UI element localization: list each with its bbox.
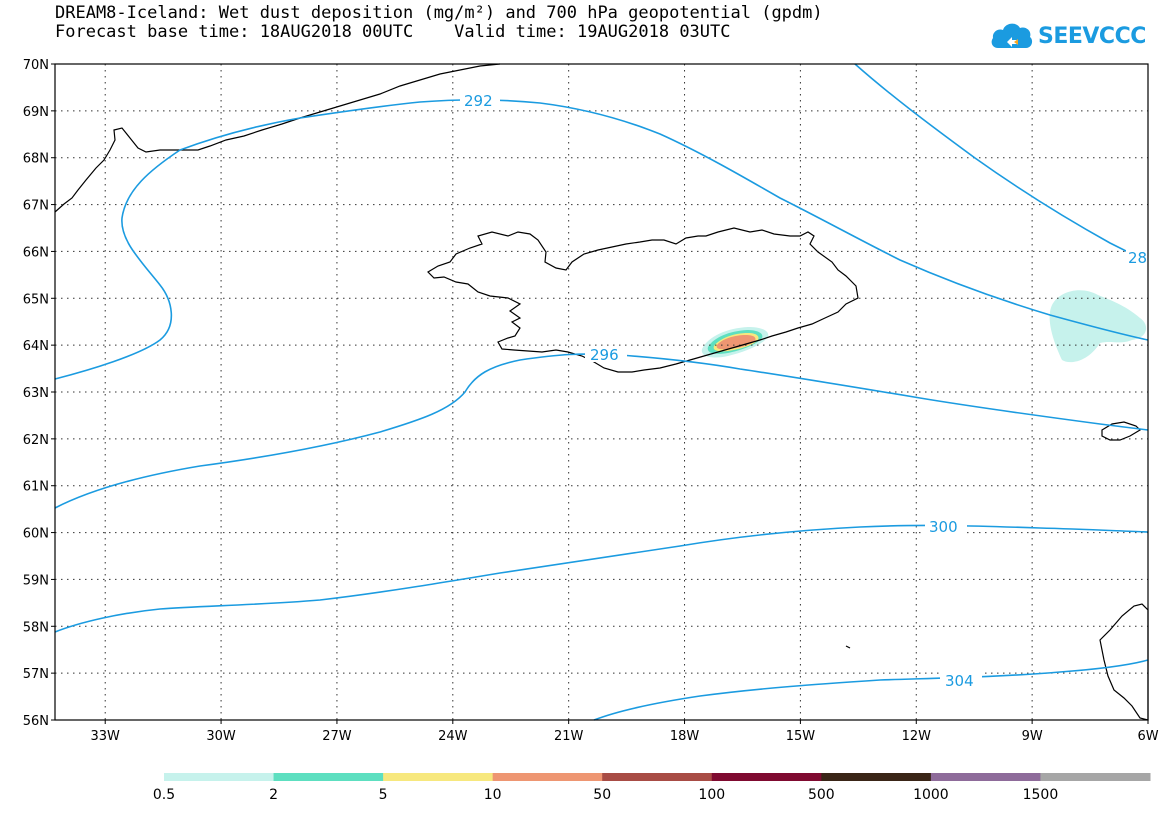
cloud-icon: [991, 23, 1033, 48]
contour-label-292: 292: [464, 92, 493, 110]
colorbar-label: 0.5: [153, 787, 175, 803]
coastline-faroe: [1101, 421, 1141, 441]
colorbar-label: 100: [698, 787, 725, 803]
latitude-label: 57N: [23, 667, 49, 682]
latitude-label: 58N: [23, 620, 49, 635]
contour-label-bg: [585, 346, 627, 362]
dust-area-east: [1049, 290, 1147, 363]
map-title: DREAM8-Iceland: Wet dust deposition (mg/…: [55, 4, 823, 42]
contour-labels: 292 296 300 304 28: [460, 92, 1148, 690]
colorbar: 0.5 2 5 10 50 100 500 1000 1500: [153, 773, 1151, 803]
geopotential-contours: [54, 63, 1149, 721]
longitude-label: 33W: [91, 729, 121, 744]
plot-area: 292 296 300 304 28: [54, 63, 1149, 721]
colorbar-segment: [602, 773, 713, 781]
longitude-label: 9W: [1022, 729, 1043, 744]
longitude-label: 12W: [902, 729, 932, 744]
contour-label-bg: [925, 518, 967, 534]
longitude-label: 6W: [1137, 729, 1158, 744]
longitude-label: 15W: [786, 729, 816, 744]
contour-label-304: 304: [945, 672, 974, 690]
colorbar-segment: [164, 773, 275, 781]
coastline-dot: [845, 645, 851, 649]
axis-ticks: [51, 63, 1149, 724]
dust-shading: [701, 290, 1147, 363]
longitude-label: 24W: [438, 729, 468, 744]
latitude-label: 67N: [23, 199, 49, 214]
contour-300: [54, 524, 1149, 633]
colorbar-label: 10: [484, 787, 502, 803]
latitude-label: 56N: [23, 714, 49, 729]
latitude-label: 64N: [23, 339, 49, 354]
latitude-label: 62N: [23, 433, 49, 448]
colorbar-label: 50: [593, 787, 611, 803]
contour-label-296: 296: [590, 346, 619, 364]
longitude-label: 30W: [206, 729, 236, 744]
logo-text: SEEVCCC: [1038, 23, 1146, 49]
colorbar-label: 1500: [1023, 787, 1059, 803]
dust-area-iceland-10: [716, 335, 756, 350]
latitude-label: 69N: [23, 105, 49, 120]
colorbar-label: 2: [269, 787, 278, 803]
colorbar-segment: [383, 773, 494, 781]
contour-label-288: 28: [1128, 249, 1147, 267]
colorbar-segment: [273, 773, 384, 781]
coastlines: [54, 63, 1149, 721]
coastline-greenland: [54, 63, 501, 213]
contour-label-300: 300: [929, 518, 958, 536]
longitude-label: 27W: [322, 729, 352, 744]
title-line-1: DREAM8-Iceland: Wet dust deposition (mg/…: [55, 3, 823, 23]
contour-296: [54, 353, 1149, 509]
latitude-label: 60N: [23, 527, 49, 542]
latitude-label: 65N: [23, 292, 49, 307]
contour-label-bg: [460, 92, 500, 108]
latitude-label: 68N: [23, 152, 49, 167]
longitude-labels: 33W 30W 27W 24W 21W 18W 15W 12W 9W 6W: [91, 729, 1159, 744]
latitude-label: 66N: [23, 245, 49, 260]
colorbar-segment: [821, 773, 932, 781]
coastline-scotland: [1099, 603, 1149, 721]
colorbar-segment: [711, 773, 822, 781]
colorbar-segment: [930, 773, 1041, 781]
longitude-label: 18W: [670, 729, 700, 744]
graticule: [55, 64, 1148, 720]
latitude-label: 63N: [23, 386, 49, 401]
contour-304: [593, 659, 1149, 721]
title-line-2: Forecast base time: 18AUG2018 00UTC Vali…: [55, 22, 731, 42]
latitude-label: 70N: [23, 58, 49, 73]
contour-288: [854, 63, 1149, 263]
latitude-label: 61N: [23, 480, 49, 495]
contour-label-bg: [1126, 249, 1148, 265]
contour-label-bg: [940, 672, 982, 688]
seevccc-logo: SEEVCCC: [990, 18, 1146, 54]
latitude-label: 59N: [23, 573, 49, 588]
longitude-label: 21W: [554, 729, 584, 744]
colorbar-label: 5: [379, 787, 388, 803]
coastline-iceland: [427, 227, 859, 373]
colorbar-label: 1000: [913, 787, 949, 803]
colorbar-segment: [492, 773, 603, 781]
colorbar-label: 500: [808, 787, 835, 803]
contour-292: [54, 99, 1149, 380]
latitude-labels: 56N 57N 58N 59N 60N 61N 62N 63N 64N 65N 66N 67N 68N 6…: [23, 58, 49, 729]
colorbar-segment: [1040, 773, 1151, 781]
